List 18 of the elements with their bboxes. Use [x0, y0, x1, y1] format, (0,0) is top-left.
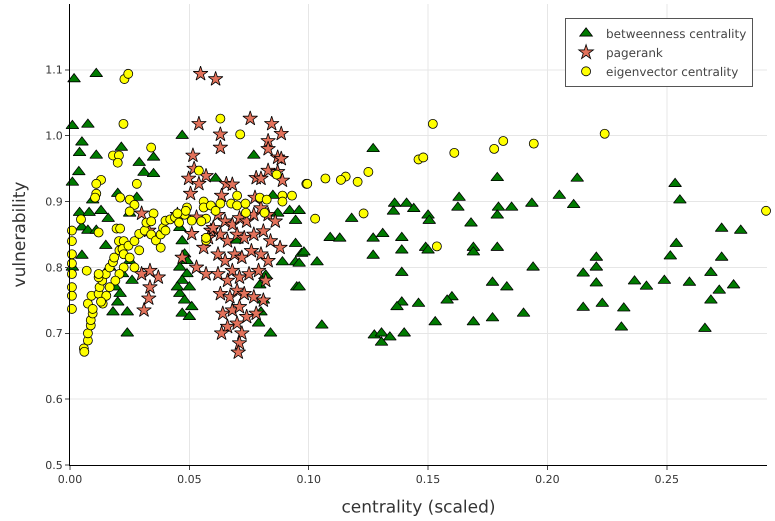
- x-tick-label: 0.20: [535, 473, 560, 486]
- y-tick-label: 0.9: [45, 195, 63, 208]
- x-tick-label: 0.05: [177, 473, 202, 486]
- legend-label: pagerank: [606, 46, 663, 60]
- y-axis-title: vulnerability: [10, 182, 30, 288]
- x-tick-label: 0.00: [58, 473, 82, 486]
- x-tick-label: 0.25: [654, 473, 679, 486]
- y-tick-label: 1.1: [45, 64, 63, 77]
- legend-label: betweenness centrality: [606, 27, 746, 42]
- x-tick-label: 0.15: [416, 473, 440, 486]
- y-tick-label: 0.5: [45, 458, 63, 472]
- x-axis-title: centrality (scaled): [341, 498, 496, 518]
- y-tick-label: 0.8: [45, 261, 63, 274]
- y-tick-label: 0.6: [45, 392, 63, 406]
- legend-label: eigenvector centrality: [606, 65, 738, 80]
- x-tick-label: 0.10: [296, 473, 321, 486]
- y-tick-label: 1.0: [45, 130, 63, 143]
- y-tick-label: 0.7: [45, 327, 63, 340]
